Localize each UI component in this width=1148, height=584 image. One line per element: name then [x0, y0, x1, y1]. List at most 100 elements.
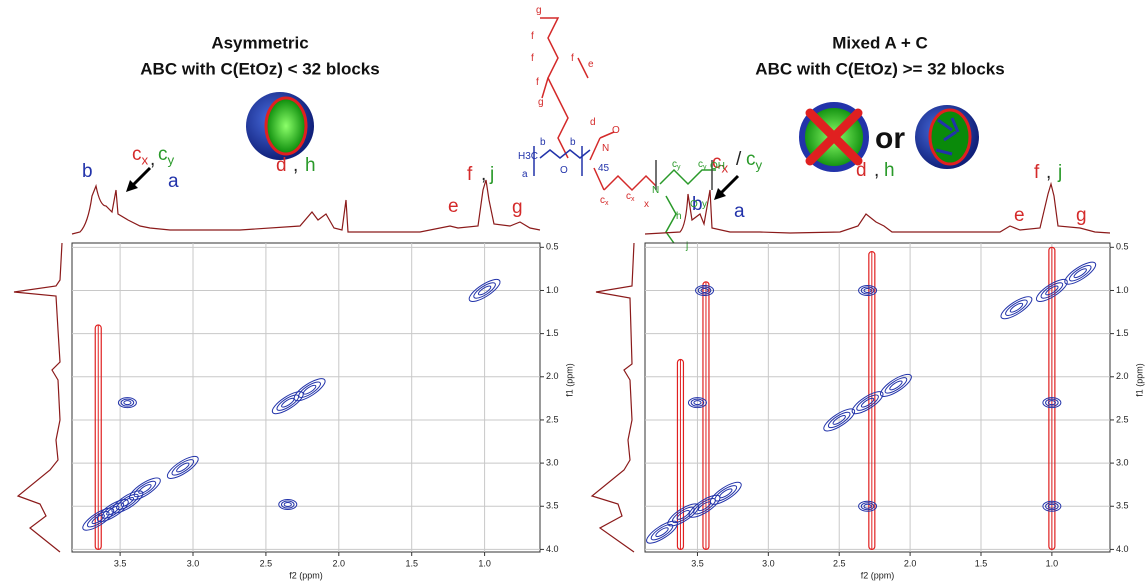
y-tick-label: 2.0 — [1116, 371, 1129, 381]
x-tick-label: 1.0 — [1046, 558, 1059, 568]
peak-label: b — [82, 161, 93, 182]
structure-label-text: y — [702, 199, 707, 210]
structure-label: g — [538, 97, 544, 108]
structure-label-text: d — [590, 117, 596, 128]
peak-label-text: c — [132, 144, 142, 165]
peak-label-text: a — [168, 171, 179, 192]
y-tick-label: 0.5 — [546, 242, 559, 252]
peak-label: , — [293, 155, 298, 176]
peak-label-text: f — [1034, 162, 1040, 183]
structure-label: N — [652, 185, 659, 196]
peak-label-text: / — [736, 149, 742, 170]
x-tick-label: 3.0 — [762, 558, 775, 568]
structure-label: f — [571, 53, 574, 64]
y-tick-label: 3.5 — [546, 501, 559, 511]
y-axis-label: f1 (ppm) — [564, 363, 574, 397]
y-axis-label: f1 (ppm) — [1134, 363, 1144, 397]
structure-label: f — [531, 53, 534, 64]
peak-label: , — [481, 164, 486, 185]
structure-label: cy — [698, 159, 707, 171]
structure-label: cy — [672, 159, 681, 171]
structure-label: OH — [710, 161, 725, 172]
x-tick-label: 1.5 — [405, 558, 418, 568]
structure-label: O — [560, 165, 568, 176]
y-tick-label: 1.0 — [546, 285, 559, 295]
or-label: or — [875, 122, 905, 155]
peak-label-text: g — [512, 197, 523, 218]
peak-label: d — [276, 155, 287, 176]
x-tick-label: 2.5 — [833, 558, 846, 568]
peak-label-text: e — [448, 196, 459, 217]
y-tick-label: 3.0 — [546, 457, 559, 467]
peak-label: , — [1046, 162, 1051, 183]
x-tick-label: 3.5 — [691, 558, 704, 568]
structure-label-text: N — [602, 143, 609, 154]
y-tick-label: 2.5 — [546, 414, 559, 424]
peak-label: cy — [158, 144, 175, 167]
y-tick-label: 1.0 — [1116, 285, 1129, 295]
x-tick-label: 2.0 — [333, 558, 346, 568]
left-projection — [14, 243, 62, 552]
structure-label-text: g — [538, 97, 544, 108]
structure-label-text: x — [644, 199, 649, 210]
structure-label-text: f — [531, 31, 534, 42]
x-tick-label: 3.0 — [187, 558, 200, 568]
structure-label: b — [570, 137, 576, 148]
peak-label-text: j — [489, 164, 494, 185]
structure-label-text: H3C — [518, 151, 538, 162]
y-tick-label: 3.5 — [1116, 501, 1129, 511]
peak-label: e — [448, 196, 459, 217]
panel-title: ABC with C(EtOz) >= 32 blocks — [755, 59, 1004, 78]
panel-title: Mixed A + C — [832, 33, 928, 52]
structure-label-text: f — [571, 53, 574, 64]
peak-label: j — [1057, 162, 1062, 183]
peak-label: h — [884, 160, 895, 181]
mixed-micelle-icon — [915, 105, 979, 169]
panel-title: ABC with C(EtOz) < 32 blocks — [140, 59, 379, 78]
x-axis-label: f2 (ppm) — [289, 570, 323, 580]
structure-label-sub: x — [631, 196, 635, 203]
structure-label-sub: y — [677, 164, 681, 171]
peak-label-sub: y — [168, 152, 175, 167]
x-tick-label: 1.0 — [478, 558, 491, 568]
structure-label-text: O — [612, 125, 620, 136]
peak-label: g — [1076, 205, 1087, 226]
structure-label: h — [676, 211, 682, 222]
arrow — [720, 176, 738, 194]
peak-label: , — [150, 149, 155, 170]
peak-label-text: , — [1046, 162, 1051, 183]
peak-label-text: c — [158, 144, 168, 165]
peak-label: cy — [746, 149, 763, 172]
figure: AsymmetricABC with C(EtOz) < 32 blocks3.… — [0, 0, 1148, 584]
x-tick-label: 1.5 — [975, 558, 988, 568]
top-projection — [72, 180, 540, 234]
peak-label-text: , — [293, 155, 298, 176]
structure-label: 45 — [598, 163, 610, 174]
peak-label: j — [489, 164, 494, 185]
structure-label-text: b — [540, 137, 546, 148]
peak-label-text: g — [1076, 205, 1087, 226]
structure-label-text: g — [536, 5, 542, 16]
left-projection — [592, 243, 634, 552]
y-tick-label: 4.0 — [546, 544, 559, 554]
structure-label-text: e — [588, 59, 594, 70]
peak-label: f — [1034, 162, 1040, 183]
y-tick-label: 3.0 — [1116, 457, 1129, 467]
peak-label-text: a — [734, 201, 745, 222]
structure-label-text: O — [560, 165, 568, 176]
peak-label: d — [856, 160, 867, 181]
structure-label: O — [612, 125, 620, 136]
structure-label-text: h — [676, 211, 682, 222]
structure-bonds — [534, 18, 716, 246]
structure-label: d — [590, 117, 596, 128]
structure-label-text: j — [685, 241, 688, 252]
peak-label-text: d — [276, 155, 287, 176]
plot-area — [72, 243, 540, 552]
structure-label-text: a — [522, 169, 528, 180]
x-tick-label: 3.5 — [114, 558, 127, 568]
x-tick-label: 2.0 — [904, 558, 917, 568]
peak-label-text: h — [884, 160, 895, 181]
structure-label: j — [685, 241, 688, 252]
peak-label-sub: y — [756, 157, 763, 172]
peak-label-sub: x — [142, 152, 149, 167]
